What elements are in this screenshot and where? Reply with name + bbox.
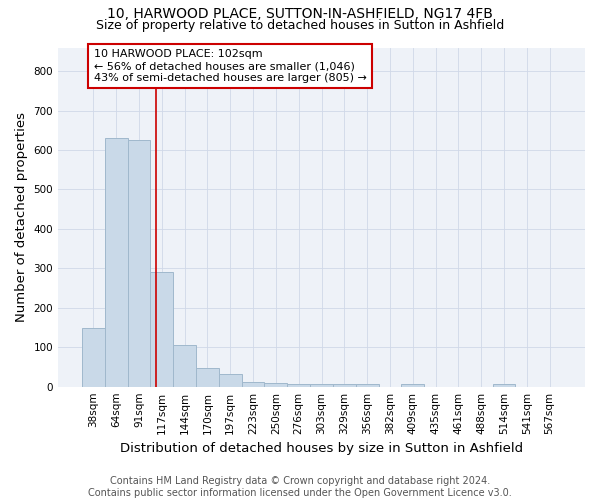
Bar <box>265 382 287 386</box>
X-axis label: Distribution of detached houses by size in Sutton in Ashfield: Distribution of detached houses by size … <box>120 442 523 455</box>
Bar <box>401 384 424 386</box>
Bar <box>242 382 265 386</box>
Bar <box>196 368 219 386</box>
Bar <box>310 384 333 386</box>
Bar <box>356 384 379 386</box>
Bar <box>151 272 173 386</box>
Bar <box>173 346 196 387</box>
Text: Contains HM Land Registry data © Crown copyright and database right 2024.
Contai: Contains HM Land Registry data © Crown c… <box>88 476 512 498</box>
Bar <box>287 384 310 386</box>
Bar <box>493 384 515 386</box>
Bar <box>333 384 356 386</box>
Bar <box>82 328 105 386</box>
Text: 10, HARWOOD PLACE, SUTTON-IN-ASHFIELD, NG17 4FB: 10, HARWOOD PLACE, SUTTON-IN-ASHFIELD, N… <box>107 8 493 22</box>
Bar <box>105 138 128 386</box>
Bar <box>219 374 242 386</box>
Bar <box>128 140 151 386</box>
Text: 10 HARWOOD PLACE: 102sqm
← 56% of detached houses are smaller (1,046)
43% of sem: 10 HARWOOD PLACE: 102sqm ← 56% of detach… <box>94 50 367 82</box>
Text: Size of property relative to detached houses in Sutton in Ashfield: Size of property relative to detached ho… <box>96 18 504 32</box>
Y-axis label: Number of detached properties: Number of detached properties <box>15 112 28 322</box>
